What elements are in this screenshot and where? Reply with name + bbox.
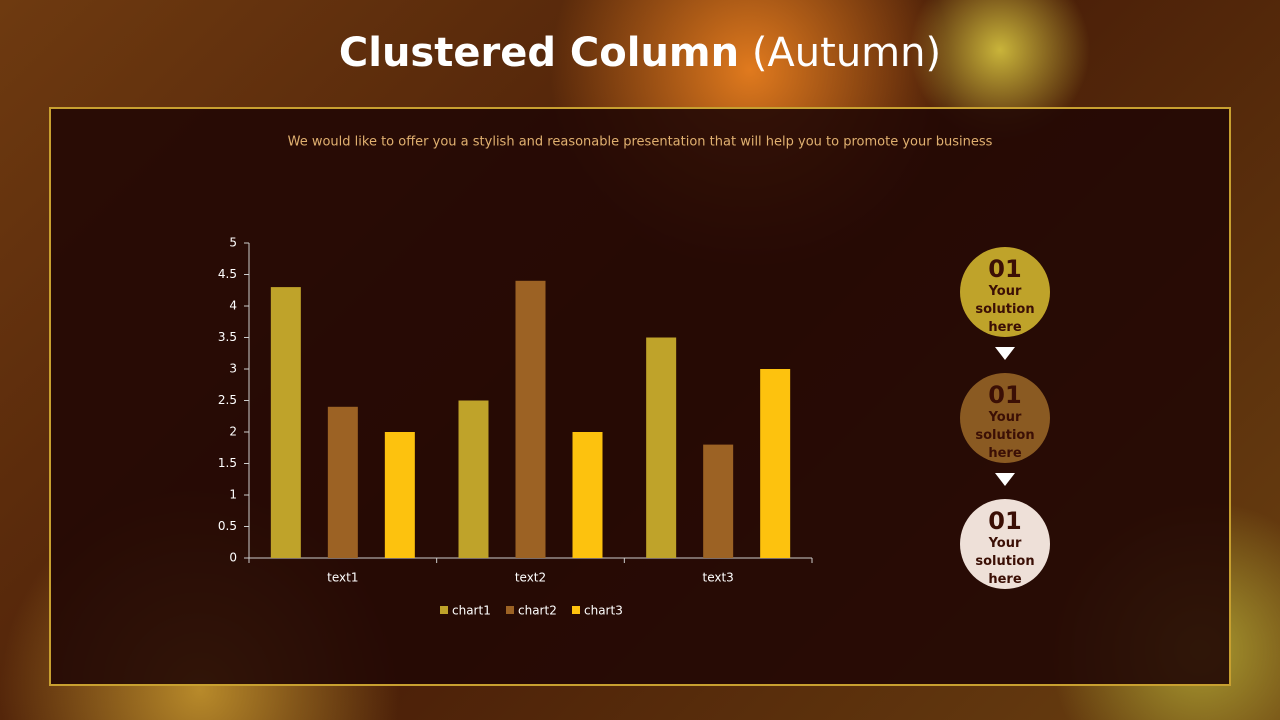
legend-label: chart3	[584, 604, 623, 618]
step-number: 01	[988, 255, 1022, 283]
y-tick-label: 4	[229, 299, 237, 313]
step-circle: 01 Your solution here	[960, 247, 1050, 337]
step-label: Your solution here	[975, 410, 1035, 461]
legend-swatch	[572, 606, 580, 614]
y-tick-label: 3	[229, 362, 237, 376]
title-suffix: (Autumn)	[752, 30, 941, 76]
legend-label: chart2	[518, 604, 557, 618]
step-circle: 01 Your solution here	[960, 499, 1050, 589]
step-number: 01	[988, 507, 1022, 535]
step-label: Your solution here	[975, 536, 1035, 587]
y-tick-label: 1	[229, 488, 237, 502]
bar	[760, 369, 791, 558]
y-tick-label: 1.5	[218, 456, 237, 470]
legend-swatch	[440, 606, 448, 614]
y-tick-label: 0.5	[218, 519, 237, 533]
x-tick-label: text2	[515, 571, 546, 585]
bar	[572, 432, 603, 558]
y-tick-label: 3.5	[218, 330, 237, 344]
subtitle: We would like to offer you a stylish and…	[288, 135, 993, 150]
step-circle: 01 Your solution here	[960, 373, 1050, 463]
x-tick-label: text3	[703, 571, 734, 585]
bar	[458, 400, 489, 558]
y-tick-label: 2.5	[218, 393, 237, 407]
bar	[515, 280, 546, 558]
legend-label: chart1	[452, 604, 491, 618]
x-tick-label: text1	[327, 571, 358, 585]
chart-title: Clustered Column (Autumn)	[339, 30, 941, 76]
bar	[384, 432, 415, 558]
y-tick-label: 2	[229, 425, 237, 439]
y-tick-label: 5	[229, 236, 237, 250]
y-tick-label: 0	[229, 551, 237, 565]
arrow	[995, 347, 1015, 360]
step-number: 01	[988, 381, 1022, 409]
bar	[703, 444, 734, 558]
bar	[646, 337, 677, 558]
bar	[270, 287, 301, 558]
bar	[327, 406, 358, 558]
title-main: Clustered Column	[339, 30, 739, 76]
step-label: Your solution here	[975, 284, 1035, 335]
arrow	[995, 473, 1015, 486]
legend-swatch	[506, 606, 514, 614]
y-tick-label: 4.5	[218, 267, 237, 281]
